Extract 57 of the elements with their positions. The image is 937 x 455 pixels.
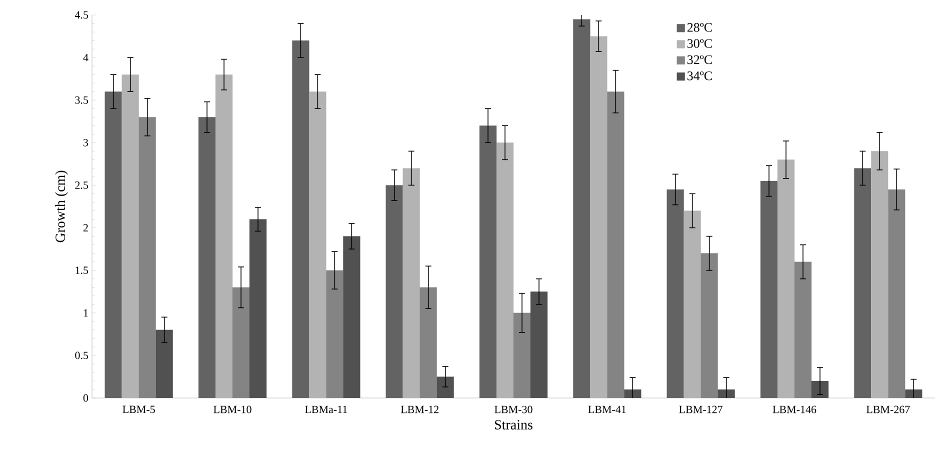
- bar: [854, 168, 872, 398]
- bar: [666, 189, 684, 398]
- x-tick-label: LBM-12: [400, 406, 438, 414]
- y-axis-title: Growth (cm): [55, 170, 68, 242]
- x-tick-label: LBM-127: [679, 406, 723, 414]
- bar: [794, 262, 812, 398]
- y-tick-label: 3: [84, 138, 88, 146]
- y-tick-label: 0.5: [75, 352, 88, 360]
- bar: [607, 92, 624, 398]
- bar: [249, 219, 267, 398]
- bar: [513, 312, 531, 398]
- bar: [138, 117, 156, 398]
- bar: [684, 210, 701, 398]
- bar: [496, 142, 514, 398]
- x-tick-label: LBM-5: [122, 406, 155, 414]
- bar: [104, 92, 122, 398]
- bar: [530, 292, 548, 398]
- y-tick-label: 1.5: [76, 266, 88, 274]
- bar: [122, 74, 139, 398]
- bar: [777, 160, 795, 398]
- x-tick-label: LBM-30: [494, 406, 532, 414]
- y-tick-label: 3.5: [75, 96, 88, 104]
- legend-label: 30ºC: [687, 39, 712, 48]
- bar: [215, 74, 233, 398]
- x-tick-label: LBMa-11: [305, 406, 347, 414]
- legend-label: 28ºC: [687, 23, 712, 32]
- x-axis-title: Strains: [495, 420, 532, 430]
- bar: [402, 168, 420, 398]
- bar: [232, 287, 250, 398]
- x-tick-label: LBM-10: [214, 406, 252, 414]
- bar: [156, 330, 173, 398]
- bar: [479, 126, 497, 398]
- bar: [198, 117, 216, 398]
- y-tick-label: 0: [83, 394, 88, 402]
- bar: [590, 36, 608, 398]
- y-tick-label: 2.5: [75, 182, 88, 189]
- bar: [436, 376, 454, 398]
- y-tick-label: 1: [84, 309, 88, 317]
- bar: [700, 253, 718, 398]
- y-tick-label: 4.5: [74, 11, 88, 19]
- bar: [326, 270, 344, 398]
- bar: [573, 19, 590, 398]
- bar: [888, 189, 906, 398]
- y-tick-label: 4: [83, 54, 88, 62]
- y-tick-label: 2: [83, 224, 88, 232]
- legend-label: 32ºC: [687, 55, 712, 64]
- bar: [292, 40, 310, 398]
- bar: [386, 185, 403, 398]
- bar: [871, 151, 888, 398]
- bar: [420, 287, 437, 398]
- x-tick-label: LBM-146: [772, 406, 816, 414]
- bar: [309, 92, 326, 398]
- bar: [760, 180, 778, 398]
- bar: [343, 236, 360, 398]
- x-tick-label: LBM-41: [588, 406, 626, 414]
- x-tick-label: LBM-267: [866, 406, 910, 414]
- legend-label: 34ºC: [687, 71, 712, 80]
